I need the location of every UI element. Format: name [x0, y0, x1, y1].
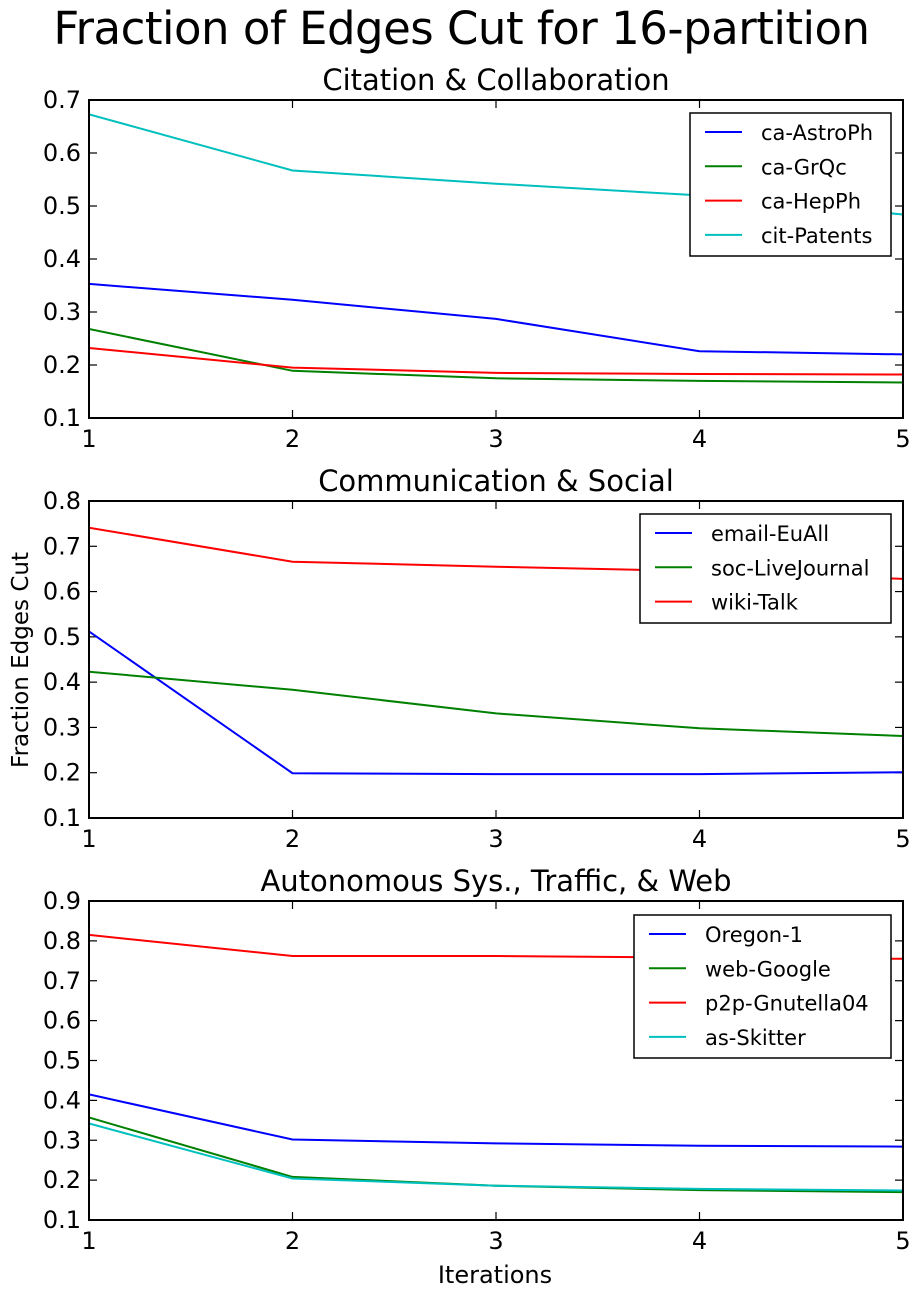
y-tick-label: 0.1 — [43, 804, 81, 832]
axes-frame — [88, 900, 904, 1221]
panel-title: Citation & Collaboration — [322, 63, 669, 97]
x-tick-label: 2 — [285, 425, 300, 453]
y-tick-label: 0.2 — [43, 351, 81, 379]
panel-title: Communication & Social — [318, 464, 674, 498]
y-tick-label: 0.6 — [43, 1007, 81, 1035]
y-tick-label: 0.1 — [43, 1206, 81, 1234]
legend-label: wiki-Talk — [711, 591, 799, 615]
y-tick-label: 0.8 — [43, 487, 81, 515]
x-tick-label: 5 — [895, 825, 910, 853]
legend-label: soc-LiveJournal — [711, 556, 869, 580]
y-tick-label: 0.5 — [43, 1047, 81, 1075]
legend-label: ca-AstroPh — [761, 121, 873, 145]
x-tick-label: 3 — [488, 825, 503, 853]
series-line-soc-LiveJournal — [89, 670, 903, 737]
series-line-ca-GrQc — [89, 328, 903, 384]
series-group — [89, 113, 903, 384]
y-tick-label: 0.6 — [43, 578, 81, 606]
x-tick-label: 1 — [81, 1227, 96, 1255]
y-tick-label: 0.6 — [43, 139, 81, 167]
y-tick-label: 0.3 — [43, 298, 81, 326]
y-tick-label: 0.4 — [43, 668, 81, 696]
legend-label: Oregon-1 — [705, 923, 803, 947]
y-tick-label: 0.1 — [43, 404, 81, 432]
legend: email-EuAll soc-LiveJournal wiki-Talk — [639, 513, 892, 624]
y-tick-label: 0.9 — [43, 887, 81, 915]
panel-2: Communication & Social 1 2 3 4 5 0.1 0.2 0.3 0.4 0… — [43, 464, 911, 853]
x-tick-label: 5 — [895, 425, 910, 453]
axes-frame — [88, 99, 904, 419]
y-tick-label: 0.5 — [43, 192, 81, 220]
y-tick-label: 0.7 — [43, 532, 81, 560]
legend: ca-AstroPh ca-GrQc ca-HepPh cit-Patents — [689, 112, 892, 257]
x-tick-label: 4 — [692, 825, 707, 853]
series-line-Oregon-1 — [89, 1093, 903, 1148]
panel-1: Citation & Collaboration 1 2 3 4 5 0.1 0.2 0.3 0.… — [43, 63, 911, 453]
y-tick-label: 0.3 — [43, 1126, 81, 1154]
x-tick-label: 4 — [692, 425, 707, 453]
series-line-email-EuAll — [89, 630, 903, 776]
panel-title: Autonomous Sys., Traffic, & Web — [260, 864, 731, 898]
y-tick-label: 0.5 — [43, 623, 81, 651]
x-tick-label: 3 — [488, 1227, 503, 1255]
axes-frame — [88, 500, 904, 819]
y-axis-label: Fraction Edges Cut — [8, 552, 34, 768]
x-tick-label: 2 — [285, 825, 300, 853]
legend-label: email-EuAll — [711, 522, 829, 546]
series-line-as-Skitter — [89, 1122, 903, 1192]
x-tick-label: 1 — [81, 825, 96, 853]
y-tick-label: 0.2 — [43, 759, 81, 787]
series-line-ca-AstroPh — [89, 282, 903, 356]
legend-label: p2p-Gnutella04 — [705, 992, 869, 1016]
y-tick-label: 0.7 — [43, 86, 81, 114]
series-line-web-Google — [89, 1116, 903, 1194]
legend-label: web-Google — [705, 957, 831, 981]
y-tick-label: 0.4 — [43, 1086, 81, 1114]
panel-3: Autonomous Sys., Traffic, & Web 1 2 3 4 5 0.1 0… — [43, 864, 911, 1255]
legend-box — [689, 112, 892, 257]
x-tick-label: 4 — [692, 1227, 707, 1255]
y-tick-label: 0.8 — [43, 927, 81, 955]
legend-box — [633, 914, 892, 1059]
legend-label: ca-HepPh — [761, 190, 861, 214]
y-tick-label: 0.3 — [43, 713, 81, 741]
legend-label: as-Skitter — [705, 1026, 806, 1050]
x-axis-label: Iterations — [438, 1261, 552, 1289]
x-tick-label: 5 — [895, 1227, 910, 1255]
y-tick-label: 0.2 — [43, 1166, 81, 1194]
x-tick-label: 2 — [285, 1227, 300, 1255]
legend: Oregon-1 web-Google p2p-Gnutella04 as-Skitt… — [633, 914, 892, 1059]
x-tick-label: 1 — [81, 425, 96, 453]
x-tick-label: 3 — [488, 425, 503, 453]
legend-label: ca-GrQc — [761, 155, 847, 179]
legend-label: cit-Patents — [761, 224, 872, 248]
series-line-ca-HepPh — [89, 347, 903, 376]
figure-title: Fraction of Edges Cut for 16-partition — [53, 2, 870, 55]
y-tick-label: 0.4 — [43, 245, 81, 273]
y-tick-label: 0.7 — [43, 967, 81, 995]
